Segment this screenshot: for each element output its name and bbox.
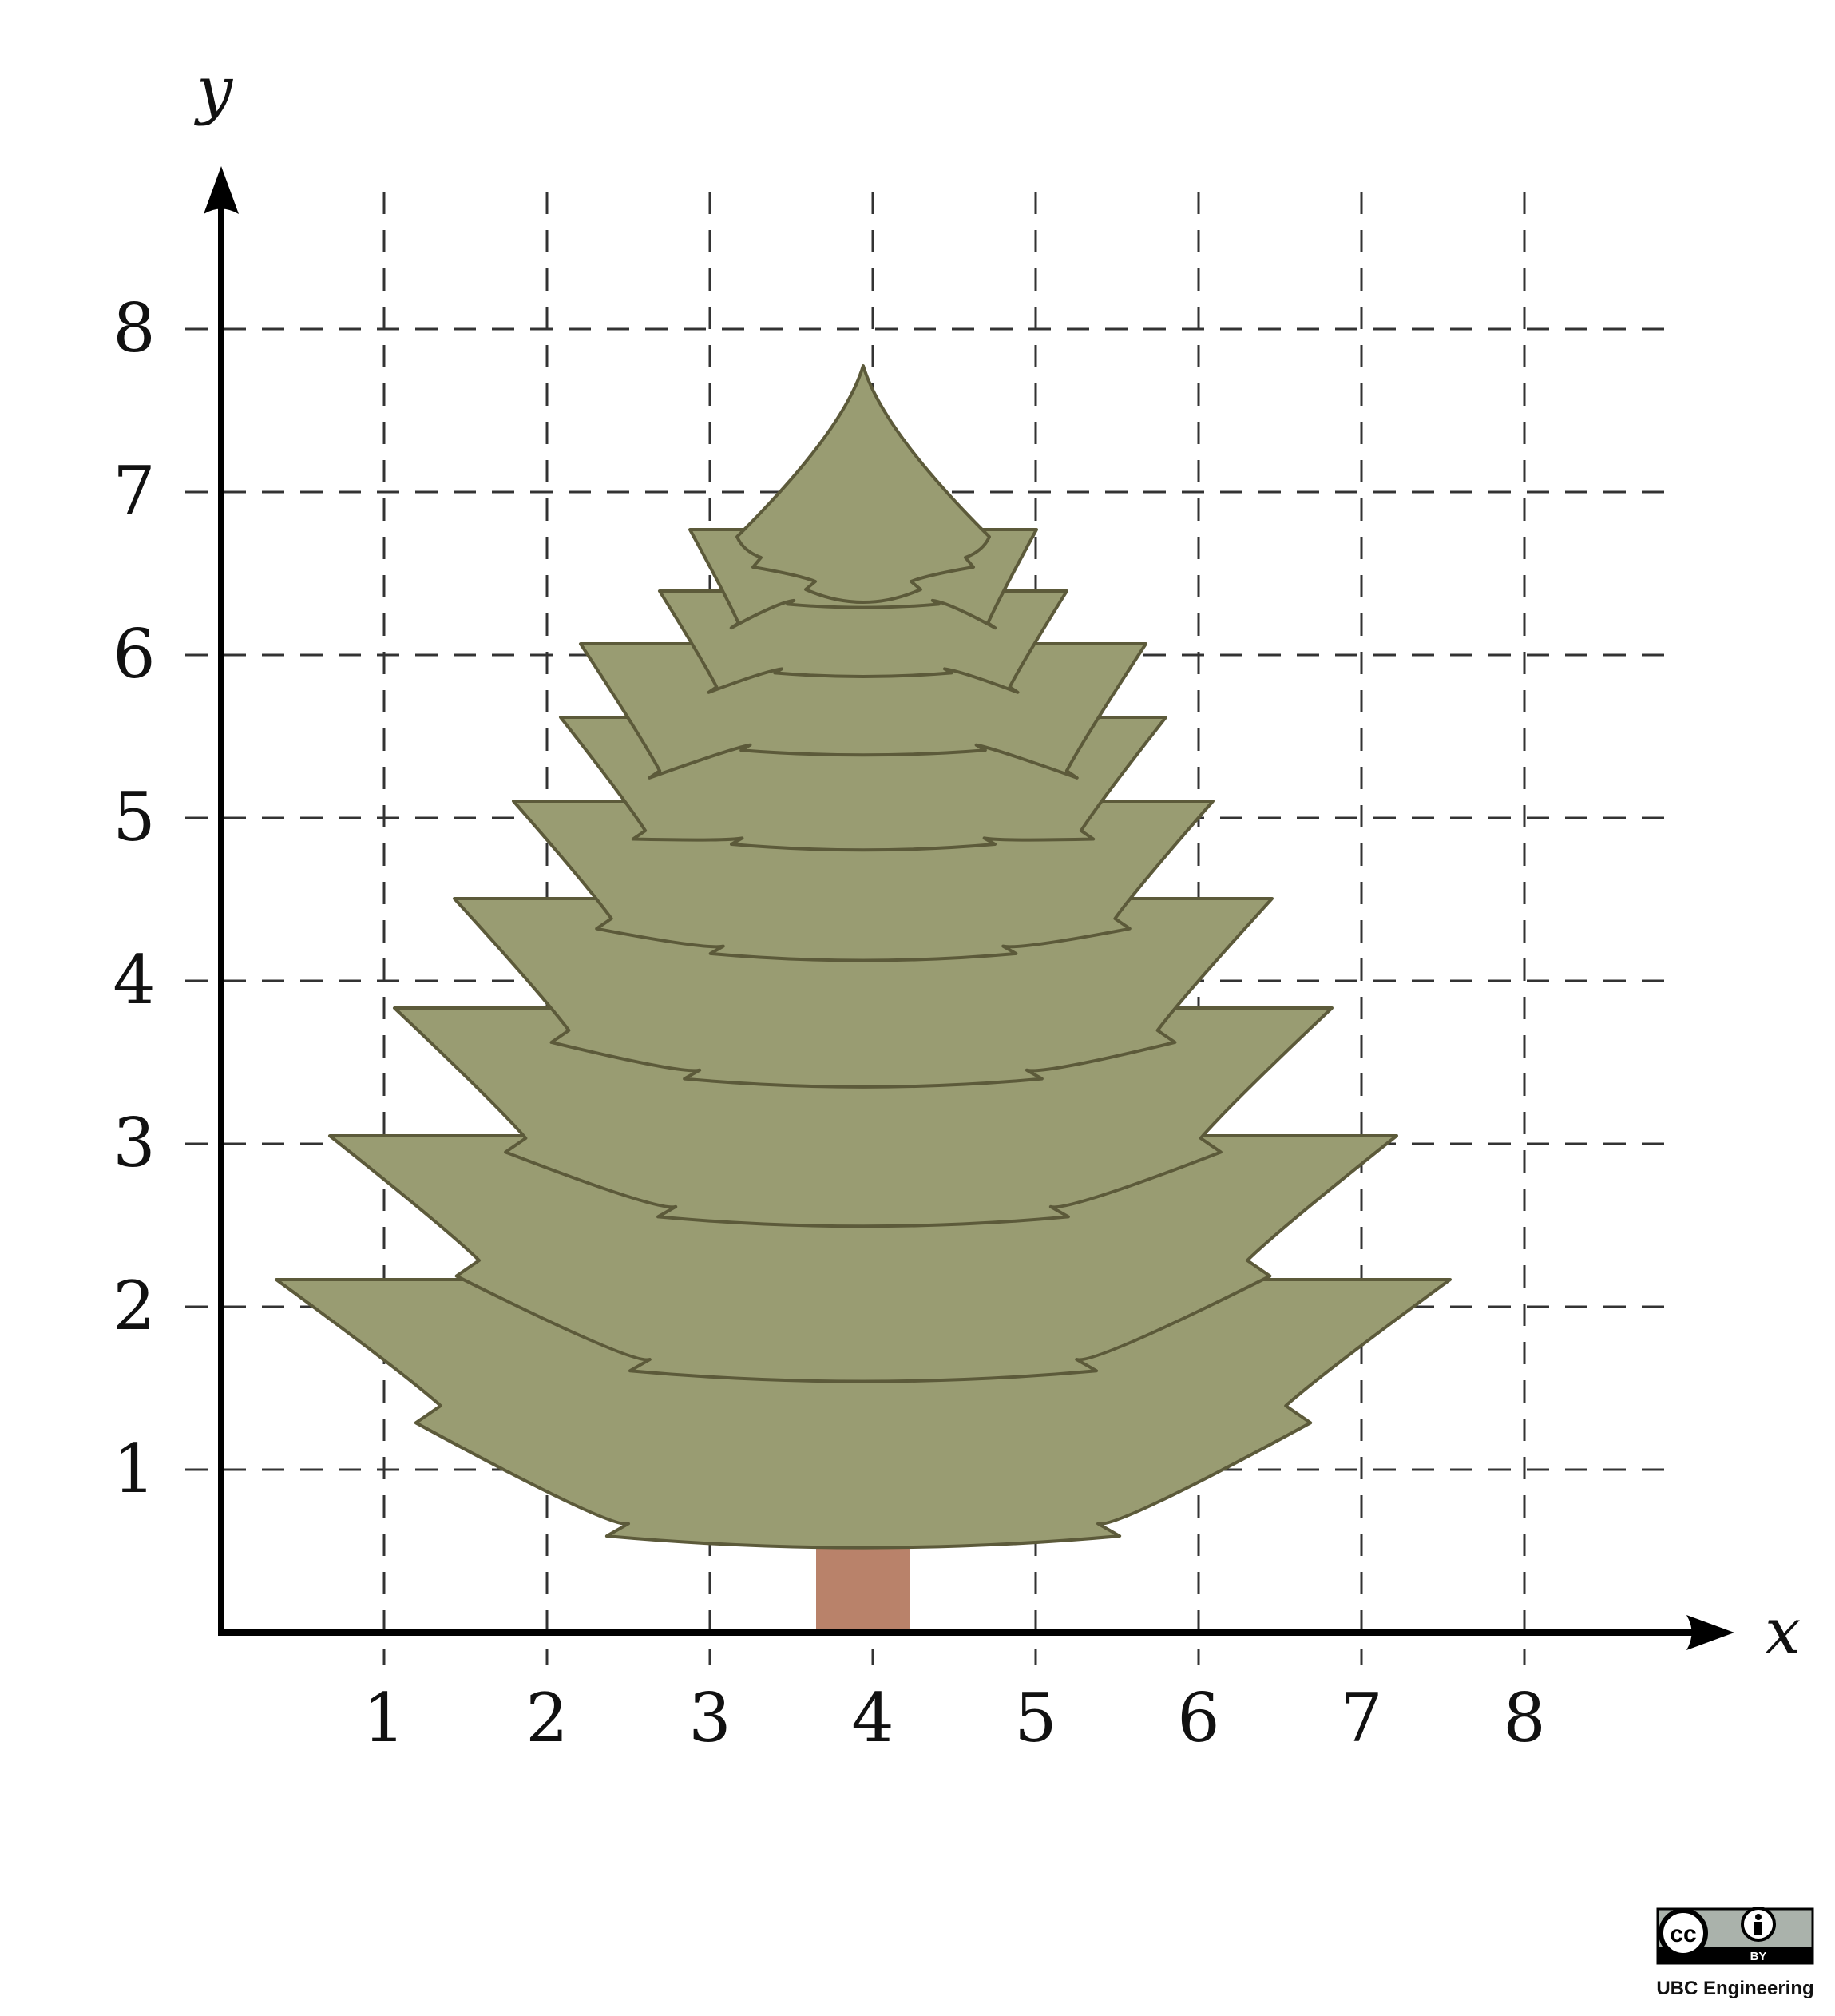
x-tick-label: 6 bbox=[1177, 1679, 1219, 1757]
tree-tier bbox=[393, 1006, 1334, 1228]
tree-foliage bbox=[275, 364, 1452, 1550]
by-mark: BY bbox=[1750, 1950, 1767, 1963]
creative-commons-by-icon: cc BY bbox=[1656, 1907, 1814, 1965]
x-tick-label: 8 bbox=[1503, 1679, 1545, 1757]
y-tick-label: 5 bbox=[113, 778, 155, 856]
x-tick-label: 5 bbox=[1014, 1679, 1056, 1757]
x-tick-label: 2 bbox=[525, 1679, 568, 1757]
cc-mark: cc bbox=[1670, 1921, 1696, 1947]
tree bbox=[275, 364, 1452, 1633]
license-credit: UBC Engineering bbox=[1656, 1978, 1813, 1999]
y-axis-arrowhead bbox=[204, 166, 239, 214]
tree-trunk bbox=[816, 1534, 910, 1633]
y-tick-label: 1 bbox=[113, 1430, 155, 1508]
y-tick-labels: 1 2 3 4 5 6 7 8 bbox=[113, 289, 155, 1508]
y-tick-label: 6 bbox=[113, 615, 155, 693]
tree-tier bbox=[658, 589, 1068, 694]
x-axis-arrowhead bbox=[1686, 1615, 1734, 1650]
y-tick-label: 3 bbox=[113, 1104, 155, 1182]
tree-tier bbox=[275, 1278, 1452, 1550]
x-tick-label: 3 bbox=[688, 1679, 731, 1757]
y-tick-label: 4 bbox=[113, 941, 155, 1019]
tree-tier bbox=[453, 897, 1274, 1089]
y-tick-label: 8 bbox=[113, 289, 155, 367]
x-tick-label: 7 bbox=[1340, 1679, 1382, 1757]
x-tick-label: 4 bbox=[851, 1679, 894, 1757]
x-axis-label: x bbox=[1765, 1594, 1801, 1669]
y-tick-label: 7 bbox=[113, 452, 155, 530]
y-axis-label: y bbox=[194, 53, 234, 127]
x-tick-label: 1 bbox=[363, 1679, 405, 1757]
x-tick-labels: 1 2 3 4 5 6 7 8 bbox=[363, 1679, 1545, 1757]
tree-tier bbox=[328, 1134, 1398, 1383]
y-tick-label: 2 bbox=[113, 1267, 155, 1345]
axes: x y bbox=[194, 53, 1801, 1669]
license-badge: cc BY UBC Engineering bbox=[1656, 1907, 1814, 1999]
tree-top bbox=[735, 364, 991, 604]
